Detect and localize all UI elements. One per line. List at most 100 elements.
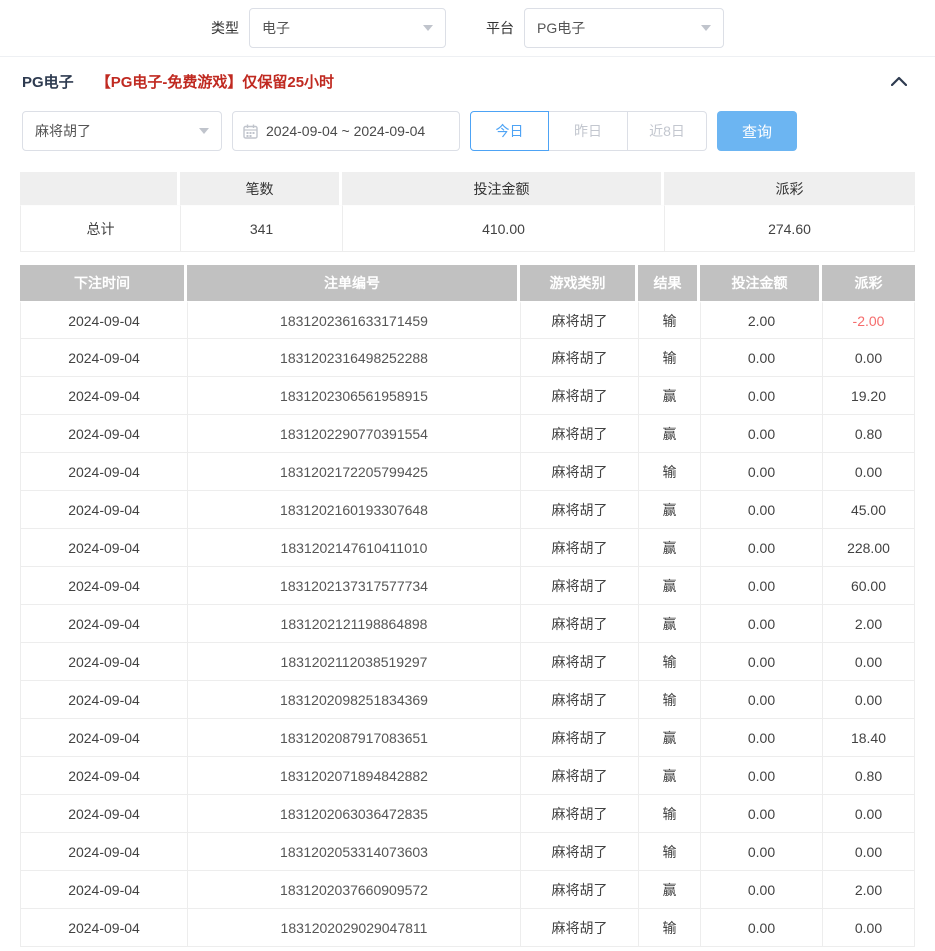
result-cell: 赢	[638, 567, 700, 605]
bet-number-cell: 1831202053314073603	[187, 833, 520, 871]
today-button[interactable]: 今日	[470, 111, 549, 151]
game-type-cell: 麻将胡了	[520, 909, 638, 947]
bet-amount-cell: 0.00	[700, 453, 822, 491]
bets-header-betno: 注单编号	[187, 265, 520, 301]
payout-cell: 228.00	[822, 529, 915, 567]
last-8-days-button[interactable]: 近8日	[628, 111, 707, 151]
summary-header-amount: 投注金额	[342, 172, 664, 205]
summary-total-label: 总计	[20, 205, 180, 252]
result-cell: 赢	[638, 871, 700, 909]
table-row: 2024-09-04 1831202121198864898 麻将胡了 赢 0.…	[20, 605, 915, 643]
summary-total-amount: 410.00	[342, 205, 664, 252]
result-cell: 赢	[638, 605, 700, 643]
yesterday-button[interactable]: 昨日	[549, 111, 628, 151]
result-cell: 输	[638, 643, 700, 681]
bet-number-cell: 1831202160193307648	[187, 491, 520, 529]
result-cell: 赢	[638, 415, 700, 453]
payout-cell: 0.00	[822, 795, 915, 833]
table-row: 2024-09-04 1831202306561958915 麻将胡了 赢 0.…	[20, 377, 915, 415]
table-row: 2024-09-04 1831202290770391554 麻将胡了 赢 0.…	[20, 415, 915, 453]
game-type-cell: 麻将胡了	[520, 377, 638, 415]
bet-number-cell: 1831202098251834369	[187, 681, 520, 719]
game-type-cell: 麻将胡了	[520, 605, 638, 643]
game-select[interactable]: 麻将胡了	[22, 111, 222, 151]
bet-amount-cell: 0.00	[700, 339, 822, 377]
summary-header-payout: 派彩	[664, 172, 915, 205]
payout-cell: 0.00	[822, 643, 915, 681]
payout-cell: 0.00	[822, 339, 915, 377]
bet-time-cell: 2024-09-04	[20, 795, 187, 833]
bet-number-cell: 1831202361633171459	[187, 301, 520, 339]
bet-amount-cell: 0.00	[700, 719, 822, 757]
bet-time-cell: 2024-09-04	[20, 605, 187, 643]
game-type-cell: 麻将胡了	[520, 833, 638, 871]
table-row: 2024-09-04 1831202098251834369 麻将胡了 输 0.…	[20, 681, 915, 719]
bet-number-cell: 1831202316498252288	[187, 339, 520, 377]
bet-number-cell: 1831202290770391554	[187, 415, 520, 453]
payout-cell: 0.00	[822, 833, 915, 871]
result-cell: 赢	[638, 757, 700, 795]
bets-table-header: 下注时间 注单编号 游戏类别 结果 投注金额 派彩	[20, 265, 915, 301]
bet-number-cell: 1831202306561958915	[187, 377, 520, 415]
result-cell: 赢	[638, 491, 700, 529]
bet-amount-cell: 0.00	[700, 757, 822, 795]
game-select-value: 麻将胡了	[35, 123, 91, 139]
bet-number-cell: 1831202071894842882	[187, 757, 520, 795]
payout-cell: 0.00	[822, 909, 915, 947]
game-type-cell: 麻将胡了	[520, 415, 638, 453]
payout-cell: 0.00	[822, 453, 915, 491]
bet-time-cell: 2024-09-04	[20, 301, 187, 339]
bets-header-result: 结果	[638, 265, 700, 301]
bet-amount-cell: 0.00	[700, 681, 822, 719]
bets-header-amount: 投注金额	[700, 265, 822, 301]
search-button[interactable]: 查询	[717, 111, 797, 151]
bets-header-game: 游戏类别	[520, 265, 638, 301]
type-select[interactable]: 电子	[249, 8, 446, 48]
bet-amount-cell: 0.00	[700, 909, 822, 947]
summary-header-blank	[20, 172, 180, 205]
bet-number-cell: 1831202037660909572	[187, 871, 520, 909]
table-row: 2024-09-04 1831202361633171459 麻将胡了 输 2.…	[20, 301, 915, 339]
payout-cell: 2.00	[822, 605, 915, 643]
bet-time-cell: 2024-09-04	[20, 339, 187, 377]
quick-date-button-group: 今日 昨日 近8日	[470, 111, 707, 151]
platform-select-value: PG电子	[537, 20, 586, 36]
result-cell: 输	[638, 301, 700, 339]
result-cell: 赢	[638, 529, 700, 567]
type-label: 类型	[211, 20, 239, 36]
bet-time-cell: 2024-09-04	[20, 377, 187, 415]
summary-total-payout: 274.60	[664, 205, 915, 252]
summary-total-count: 341	[180, 205, 342, 252]
section-header: PG电子 【PG电子-免费游戏】仅保留25小时	[0, 57, 935, 105]
result-cell: 输	[638, 833, 700, 871]
game-type-cell: 麻将胡了	[520, 567, 638, 605]
game-type-cell: 麻将胡了	[520, 491, 638, 529]
bet-time-cell: 2024-09-04	[20, 453, 187, 491]
result-cell: 赢	[638, 377, 700, 415]
payout-cell: 0.00	[822, 681, 915, 719]
platform-label: 平台	[486, 20, 514, 36]
date-range-picker[interactable]: 2024-09-04 ~ 2024-09-04	[232, 111, 460, 151]
collapse-button[interactable]	[887, 72, 911, 90]
payout-cell: -2.00	[822, 301, 915, 339]
bet-amount-cell: 0.00	[700, 871, 822, 909]
table-row: 2024-09-04 1831202137317577734 麻将胡了 赢 0.…	[20, 567, 915, 605]
bet-amount-cell: 0.00	[700, 529, 822, 567]
table-row: 2024-09-04 1831202172205799425 麻将胡了 输 0.…	[20, 453, 915, 491]
payout-cell: 2.00	[822, 871, 915, 909]
result-cell: 输	[638, 909, 700, 947]
bets-header-time: 下注时间	[20, 265, 187, 301]
bet-amount-cell: 0.00	[700, 605, 822, 643]
bets-table: 下注时间 注单编号 游戏类别 结果 投注金额 派彩 2024-09-04 183…	[20, 265, 915, 947]
platform-select[interactable]: PG电子	[524, 8, 724, 48]
result-cell: 输	[638, 339, 700, 377]
bet-amount-cell: 0.00	[700, 415, 822, 453]
bet-amount-cell: 0.00	[700, 833, 822, 871]
table-row: 2024-09-04 1831202071894842882 麻将胡了 赢 0.…	[20, 757, 915, 795]
game-type-cell: 麻将胡了	[520, 757, 638, 795]
top-filter-bar: 类型 电子 平台 PG电子	[0, 0, 935, 57]
table-row: 2024-09-04 1831202029029047811 麻将胡了 输 0.…	[20, 909, 915, 947]
section-title: PG电子	[22, 73, 74, 91]
table-row: 2024-09-04 1831202087917083651 麻将胡了 赢 0.…	[20, 719, 915, 757]
bet-time-cell: 2024-09-04	[20, 833, 187, 871]
